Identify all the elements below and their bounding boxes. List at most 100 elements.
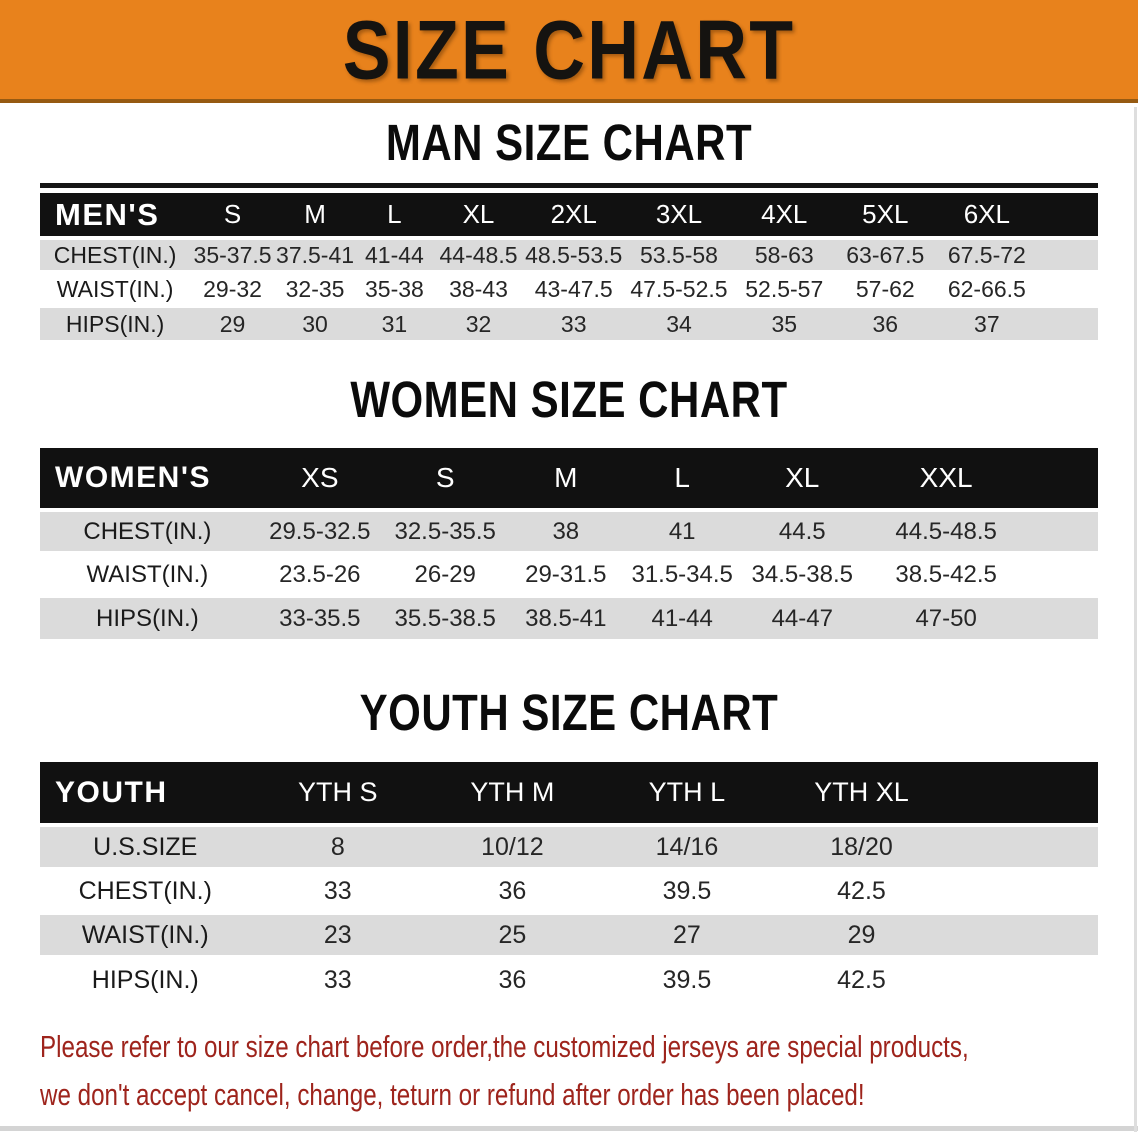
size-value-cell: 37.5-41 — [274, 236, 356, 272]
row-label: U.S.SIZE — [40, 823, 251, 869]
size-value-cell: 44.5 — [738, 508, 867, 553]
spacer-cell — [1026, 551, 1098, 596]
size-value-cell: 57-62 — [834, 270, 937, 306]
size-column-header: YTH M — [425, 762, 600, 825]
man-section-heading-text: MAN SIZE CHART — [385, 113, 753, 172]
table-category-label: MEN'S — [40, 193, 191, 238]
measurement-row: HIPS(IN.) 29 30 31 32 33 34 35 36 37 — [40, 304, 1098, 340]
size-value-cell: 58-63 — [734, 236, 835, 272]
disclaimer-line-2: we don't accept cancel, change, teturn o… — [40, 1077, 865, 1112]
row-label: HIPS(IN.) — [40, 955, 251, 1001]
size-value-cell: 31 — [355, 304, 434, 340]
size-value-cell: 34.5-38.5 — [738, 551, 867, 596]
size-value-cell: 44.5-48.5 — [866, 508, 1027, 553]
size-column-header: XXL — [866, 448, 1027, 510]
size-value-cell: 41 — [626, 508, 739, 553]
size-value-cell: 32.5-35.5 — [384, 508, 506, 553]
size-value-cell: 8 — [250, 823, 426, 869]
title-banner: SIZE CHART — [0, 0, 1138, 103]
size-value-cell: 63-67.5 — [834, 236, 937, 272]
size-value-cell: 62-66.5 — [936, 270, 1038, 306]
man-size-table-wrap: MEN'S S M L XL 2XL 3XL 4XL 5XL 6XL CHEST(IN.) 35-37… — [40, 183, 1098, 340]
size-column-header: XS — [254, 448, 385, 510]
row-label: CHEST(IN.) — [40, 867, 251, 913]
size-column-header: XL — [433, 193, 524, 238]
size-column-header: 2XL — [523, 193, 624, 238]
size-column-header: 6XL — [936, 193, 1038, 238]
measurement-row: WAIST(IN.) 23 25 27 29 — [40, 911, 1098, 957]
size-value-cell: 33 — [250, 955, 426, 1001]
size-column-header: YTH L — [599, 762, 775, 825]
youth-section-heading-text: YOUTH SIZE CHART — [359, 683, 779, 742]
spacer-cell — [948, 955, 1098, 1001]
measurement-row: CHEST(IN.) 35-37.5 37.5-41 41-44 44-48.5 48.5… — [40, 236, 1098, 272]
size-value-cell: 36 — [425, 955, 600, 1001]
spacer-cell — [948, 762, 1098, 825]
measurement-row: CHEST(IN.) 29.5-32.5 32.5-35.5 38 41 44.5 44.5… — [40, 508, 1098, 553]
spacer-cell — [948, 823, 1098, 869]
size-value-cell: 35.5-38.5 — [384, 594, 506, 639]
size-header-row: YOUTH YTH S YTH M YTH L YTH XL — [40, 762, 1098, 825]
size-column-header: 4XL — [734, 193, 835, 238]
size-value-cell: 37 — [936, 304, 1038, 340]
size-value-cell: 36 — [425, 867, 600, 913]
measurement-row: WAIST(IN.) 23.5-26 26-29 29-31.5 31.5-34.5 34… — [40, 551, 1098, 596]
disclaimer: Please refer to our size chart before or… — [40, 1023, 1138, 1119]
size-value-cell: 35 — [734, 304, 835, 340]
size-value-cell: 48.5-53.5 — [523, 236, 624, 272]
row-label: HIPS(IN.) — [40, 594, 255, 639]
women-section-heading: WOMEN SIZE CHART — [0, 371, 1138, 428]
bottom-strip — [0, 1126, 1138, 1131]
size-value-cell: 36 — [834, 304, 937, 340]
women-size-table: WOMEN'S XS S M L XL XXL CHEST(IN.) 29.5-32.5 32.5… — [40, 448, 1098, 639]
size-column-header: XL — [738, 448, 867, 510]
size-value-cell: 38.5-42.5 — [866, 551, 1027, 596]
spacer-cell — [1037, 304, 1098, 340]
measurement-row: HIPS(IN.) 33 36 39.5 42.5 — [40, 955, 1098, 1001]
size-column-header: S — [384, 448, 506, 510]
women-section-heading-text: WOMEN SIZE CHART — [350, 370, 788, 429]
size-value-cell: 41-44 — [355, 236, 434, 272]
size-value-cell: 30 — [274, 304, 356, 340]
right-edge-line — [1134, 107, 1137, 1132]
spacer-cell — [1037, 270, 1098, 306]
size-value-cell: 47-50 — [866, 594, 1027, 639]
table-category-label: YOUTH — [40, 762, 251, 825]
size-column-header: L — [626, 448, 739, 510]
size-value-cell: 38.5-41 — [505, 594, 627, 639]
size-value-cell: 29 — [190, 304, 275, 340]
size-value-cell: 29-32 — [190, 270, 275, 306]
size-column-header: 5XL — [834, 193, 937, 238]
size-column-header: YTH XL — [774, 762, 949, 825]
spacer-cell — [1037, 236, 1098, 272]
size-column-header: M — [274, 193, 356, 238]
row-label: CHEST(IN.) — [40, 236, 191, 272]
size-value-cell: 39.5 — [599, 955, 775, 1001]
disclaimer-line-1: Please refer to our size chart before or… — [40, 1029, 969, 1064]
size-value-cell: 33 — [250, 867, 426, 913]
spacer-cell — [1037, 193, 1098, 238]
row-label: WAIST(IN.) — [40, 911, 251, 957]
measurement-row: CHEST(IN.) 33 36 39.5 42.5 — [40, 867, 1098, 913]
row-label: CHEST(IN.) — [40, 508, 255, 553]
size-value-cell: 35-37.5 — [190, 236, 275, 272]
youth-section-heading: YOUTH SIZE CHART — [0, 684, 1138, 741]
size-value-cell: 33 — [523, 304, 624, 340]
size-value-cell: 31.5-34.5 — [626, 551, 739, 596]
size-value-cell: 67.5-72 — [936, 236, 1038, 272]
spacer-cell — [1026, 594, 1098, 639]
spacer-cell — [948, 867, 1098, 913]
size-value-cell: 29-31.5 — [505, 551, 627, 596]
size-column-header: L — [355, 193, 434, 238]
size-value-cell: 18/20 — [774, 823, 949, 869]
row-label: WAIST(IN.) — [40, 270, 191, 306]
size-value-cell: 34 — [623, 304, 734, 340]
size-value-cell: 42.5 — [774, 955, 949, 1001]
row-label: HIPS(IN.) — [40, 304, 191, 340]
measurement-row: WAIST(IN.) 29-32 32-35 35-38 38-43 43-47.5 47.… — [40, 270, 1098, 306]
size-column-header: S — [190, 193, 275, 238]
size-value-cell: 44-47 — [738, 594, 867, 639]
size-value-cell: 47.5-52.5 — [623, 270, 734, 306]
size-value-cell: 29 — [774, 911, 949, 957]
size-value-cell: 29.5-32.5 — [254, 508, 385, 553]
